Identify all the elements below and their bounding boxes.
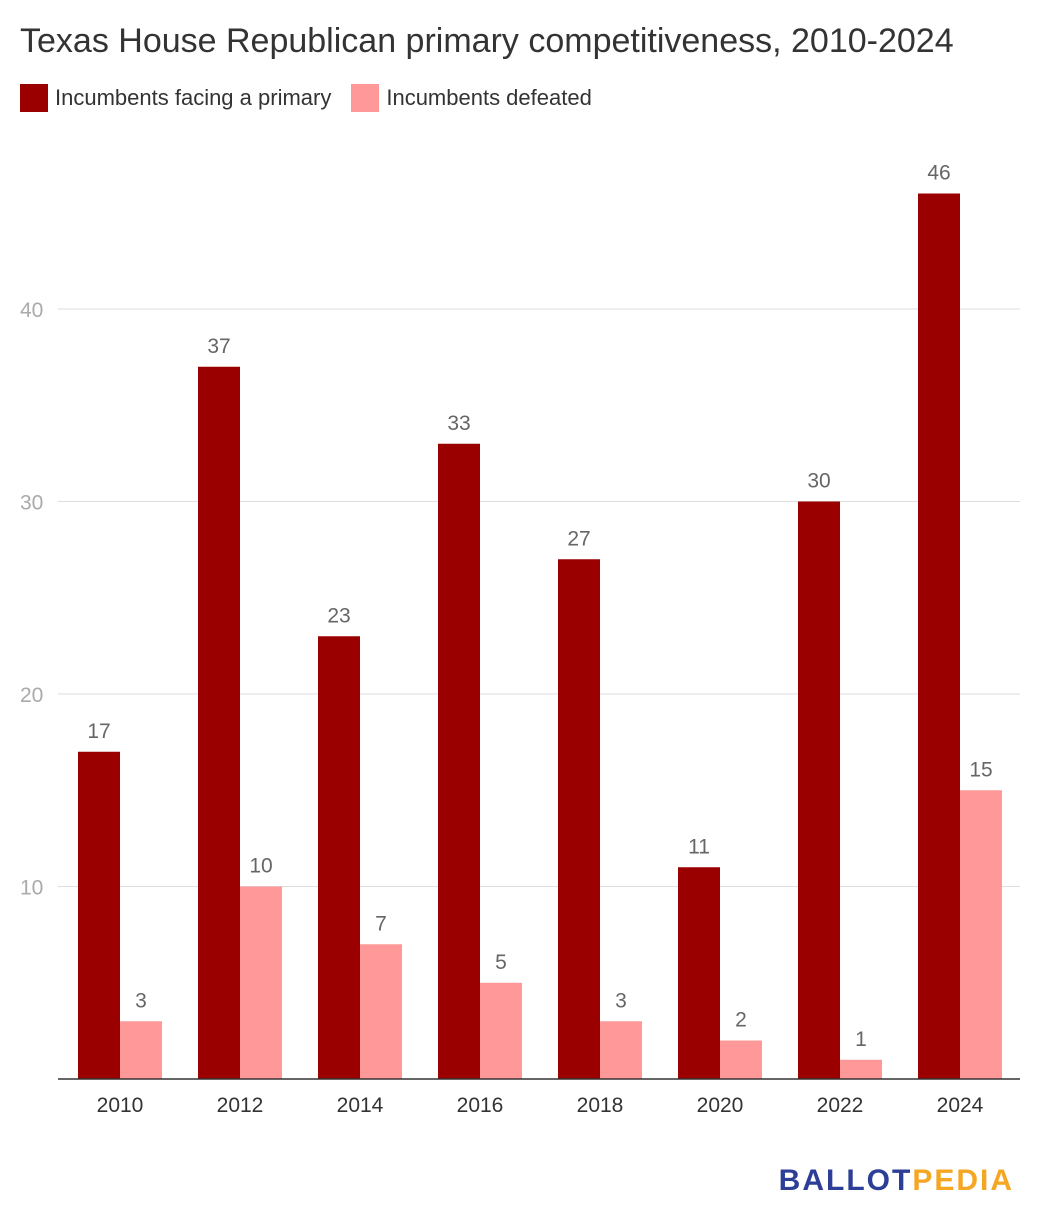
- data-label: 33: [447, 412, 470, 435]
- bar: [318, 636, 360, 1079]
- chart-title: Texas House Republican primary competiti…: [20, 22, 954, 60]
- data-label: 23: [327, 604, 350, 627]
- data-label: 1: [855, 1028, 867, 1051]
- data-label: 3: [615, 989, 627, 1012]
- data-label: 11: [688, 835, 710, 858]
- x-tick-label: 2010: [97, 1094, 144, 1117]
- bar: [720, 1040, 762, 1079]
- data-label: 5: [495, 951, 507, 974]
- bar: [480, 982, 522, 1079]
- x-tick-label: 2012: [217, 1094, 264, 1117]
- bar: [240, 886, 282, 1079]
- bar: [798, 501, 840, 1079]
- bar: [360, 944, 402, 1079]
- bar: [840, 1059, 882, 1079]
- ballotpedia-logo: BALLOTPEDIA: [779, 1164, 1014, 1198]
- data-label: 17: [87, 720, 110, 743]
- data-label: 7: [375, 912, 387, 935]
- y-tick-label: 10: [20, 877, 43, 900]
- legend-swatch-facing-primary: [20, 84, 48, 112]
- data-label: 15: [969, 758, 992, 781]
- legend: Incumbents facing a primary Incumbents d…: [20, 84, 612, 112]
- legend-swatch-defeated: [351, 84, 380, 112]
- bar: [960, 790, 1002, 1079]
- data-label: 2: [735, 1009, 747, 1032]
- bar: [558, 559, 600, 1079]
- y-tick-label: 20: [20, 684, 43, 707]
- legend-label-defeated: Incumbents defeated: [386, 85, 592, 110]
- x-tick-label: 2014: [337, 1094, 384, 1117]
- bar: [78, 751, 120, 1079]
- bar: [198, 366, 240, 1079]
- x-tick-label: 2016: [457, 1094, 504, 1117]
- bar: [120, 1021, 162, 1079]
- bar: [600, 1021, 642, 1079]
- data-label: 3: [135, 989, 147, 1012]
- bar-chart: 1020304017320103710201223720143352016273…: [20, 162, 1020, 1117]
- y-tick-label: 30: [20, 492, 43, 515]
- logo-text-ballot: BALLOT: [778, 1164, 913, 1197]
- bar: [678, 867, 720, 1079]
- x-tick-label: 2020: [697, 1094, 744, 1117]
- data-label: 30: [807, 470, 830, 493]
- legend-item-facing-primary: Incumbents facing a primary: [20, 84, 331, 112]
- x-tick-label: 2024: [937, 1094, 984, 1117]
- legend-label-facing-primary: Incumbents facing a primary: [55, 85, 332, 110]
- data-label: 46: [927, 162, 950, 185]
- y-tick-label: 40: [20, 299, 43, 322]
- data-label: 37: [207, 335, 230, 358]
- data-label: 10: [249, 855, 272, 878]
- legend-item-defeated: Incumbents defeated: [351, 84, 592, 112]
- bar: [918, 193, 960, 1079]
- x-tick-label: 2022: [817, 1094, 864, 1117]
- bar: [438, 443, 480, 1079]
- logo-text-pedia: PEDIA: [912, 1164, 1014, 1197]
- data-label: 27: [567, 527, 590, 550]
- x-tick-label: 2018: [577, 1094, 624, 1117]
